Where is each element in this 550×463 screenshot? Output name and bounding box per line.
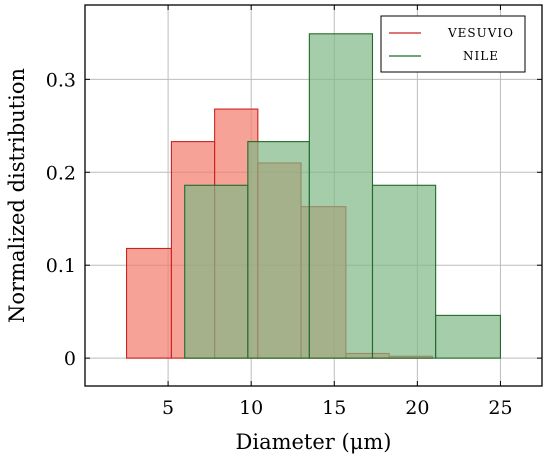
plot-frame [84,4,543,387]
bar [125,247,172,359]
legend-box [380,15,526,73]
legend-label: NILE [463,49,499,63]
bar [308,33,374,359]
ticks-layer: 5 10 15 20 25 0 0.1 0.2 0.3 [46,5,542,419]
series-nile [184,33,502,359]
x-axis-title: Diameter (μm) [236,430,392,454]
y-tick-label: 0 [64,348,76,370]
legend-label: VESUVIO [447,26,514,40]
x-tick-label: 20 [405,397,429,419]
bar [184,184,249,359]
legend: VESUVIO NILE [380,15,526,73]
bar [435,314,502,359]
x-tick-label: 25 [488,397,512,419]
y-tick-label: 0.3 [46,69,76,91]
x-tick-label: 5 [162,397,174,419]
x-tick-label: 15 [322,397,346,419]
bar [371,184,437,359]
bars-layer [125,33,502,359]
y-tick-label: 0.2 [46,162,76,184]
y-tick-label: 0.1 [46,255,76,277]
x-tick-label: 10 [239,397,263,419]
bar [247,141,310,359]
y-axis-title: Normalized distribution [5,68,29,323]
